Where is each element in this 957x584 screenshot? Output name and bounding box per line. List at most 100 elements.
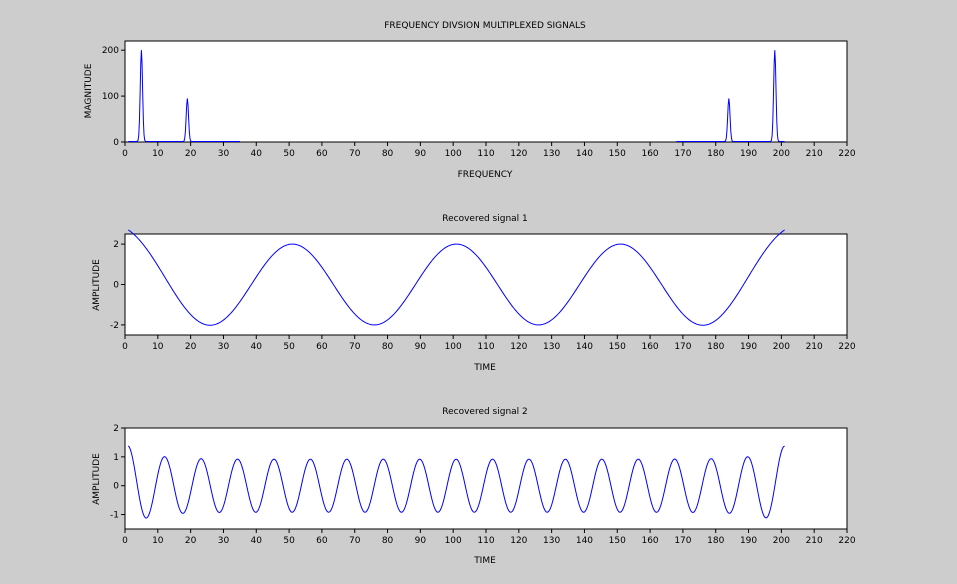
subplot-3-ticks: 0 10 20 30 40 50 60 70 80 90 100 110 120 130 140 150 160…: [110, 424, 856, 546]
subplot-3-xtick-label-10: 10: [152, 536, 164, 546]
subplot-2-plot-area: [124, 233, 848, 336]
subplot-2-xtick-label-10: 10: [152, 342, 164, 352]
subplot-1-xtick-label-60: 60: [316, 149, 328, 159]
subplot-3-xtick-label-150: 150: [609, 536, 626, 546]
subplot-1-xtick-label-140: 140: [576, 149, 593, 159]
subplot-3-xtick-label-200: 200: [773, 536, 790, 546]
subplot-1-xtick-label-110: 110: [477, 149, 494, 159]
subplot-3-series-line: [127, 445, 785, 519]
subplot-2-xtick-label-60: 60: [316, 342, 328, 352]
subplot-3-xtick-label-30: 30: [218, 536, 230, 546]
subplot-1-xtick-label-100: 100: [445, 149, 462, 159]
subplot-1-xtick-label-30: 30: [218, 149, 230, 159]
subplot-3-xtick-label-90: 90: [415, 536, 427, 546]
subplot-3-xtick-label-20: 20: [185, 536, 197, 546]
subplot-3-xtick-label-40: 40: [251, 536, 263, 546]
subplot-2-ticks: 0 10 20 30 40 50 60 70 80 90 100 110 120 130 140 150 160…: [110, 240, 856, 352]
subplot-1-xtick-label-20: 20: [185, 149, 197, 159]
subplot-1-ticks: 0 10 20 30 40 50 60 70 80 90 100 110 120 130 140 150 160…: [102, 46, 856, 159]
subplot-3-xtick-label-210: 210: [806, 536, 823, 546]
subplot-2-xtick-label-70: 70: [349, 342, 361, 352]
subplot-1-xtick-label-210: 210: [806, 149, 823, 159]
subplot-1-xlabel: FREQUENCY: [458, 170, 513, 180]
subplot-1-xtick-label-70: 70: [349, 149, 361, 159]
subplot-2-xtick-label-170: 170: [674, 342, 691, 352]
subplot-3-xtick-label-190: 190: [740, 536, 757, 546]
subplot-1-xtick-label-180: 180: [707, 149, 724, 159]
subplot-2-xtick-label-210: 210: [806, 342, 823, 352]
subplot-2-xtick-label-50: 50: [283, 342, 295, 352]
subplot-2-xtick-label-20: 20: [185, 342, 197, 352]
subplot-2-xtick-label-140: 140: [576, 342, 593, 352]
subplot-2-xtick-label-110: 110: [477, 342, 494, 352]
subplot-1-xtick-label-130: 130: [543, 149, 560, 159]
subplot-3-xtick-label-160: 160: [641, 536, 658, 546]
subplot-2-ytick-label--2: -2: [110, 321, 119, 331]
subplot-1-title: FREQUENCY DIVSION MULTIPLEXED SIGNALS: [384, 21, 586, 31]
subplot-2-xtick-label-180: 180: [707, 342, 724, 352]
subplot-3-plot-area: [124, 427, 848, 530]
subplot-3-ytick-label-0: 0: [113, 482, 119, 492]
subplot-1-xtick-label-120: 120: [510, 149, 527, 159]
subplot-1-xtick-label-150: 150: [609, 149, 626, 159]
subplot-2-xtick-label-220: 220: [838, 342, 855, 352]
subplot-3-xtick-label-60: 60: [316, 536, 328, 546]
subplot-1-xtick-label-170: 170: [674, 149, 691, 159]
subplot-3-ylabel: AMPLITUDE: [92, 453, 102, 505]
subplot-2-xtick-label-0: 0: [122, 342, 128, 352]
subplot-1-xtick-label-0: 0: [122, 149, 128, 159]
subplot-1-xtick-label-40: 40: [251, 149, 263, 159]
subplot-2-xtick-label-150: 150: [609, 342, 626, 352]
subplot-3-title: Recovered signal 2: [442, 407, 528, 417]
subplot-2-xlabel: TIME: [473, 363, 496, 373]
subplot-2-title: Recovered signal 1: [442, 214, 528, 224]
subplot-3-xtick-label-110: 110: [477, 536, 494, 546]
subplot-3-xtick-label-100: 100: [445, 536, 462, 546]
subplot-1-ytick-label-200: 200: [102, 46, 119, 56]
subplot-2-xtick-label-80: 80: [382, 342, 394, 352]
subplot-2-ylabel: AMPLITUDE: [92, 259, 102, 311]
subplot-1-ytick-label-100: 100: [102, 92, 119, 102]
subplot-1-xtick-label-190: 190: [740, 149, 757, 159]
subplot-1-xtick-label-160: 160: [641, 149, 658, 159]
subplot-2-xtick-label-100: 100: [445, 342, 462, 352]
subplot-3-xtick-label-180: 180: [707, 536, 724, 546]
subplot-3-xtick-label-50: 50: [283, 536, 295, 546]
subplot-3-xtick-label-80: 80: [382, 536, 394, 546]
subplot-2-xtick-label-190: 190: [740, 342, 757, 352]
subplot-3-xtick-label-130: 130: [543, 536, 560, 546]
subplot-1-xtick-label-50: 50: [283, 149, 295, 159]
subplot-2-xtick-label-30: 30: [218, 342, 230, 352]
subplot-2-xtick-label-130: 130: [543, 342, 560, 352]
subplot-3-xtick-label-170: 170: [674, 536, 691, 546]
subplot-1-ylabel: MAGNITUDE: [84, 63, 94, 118]
subplot-1-series-line: [128, 50, 785, 143]
subplot-3-xtick-label-220: 220: [838, 536, 855, 546]
subplot-3-xtick-label-0: 0: [122, 536, 128, 546]
subplot-3-ytick-label--1: -1: [110, 511, 119, 521]
subplot-1-xtick-label-10: 10: [152, 149, 164, 159]
subplot-1-plot-area: [124, 40, 848, 143]
subplot-2: Recovered signal 1 0 10 20 30 40 50 60 70 80 90 10…: [92, 214, 856, 373]
subplot-1-xtick-label-200: 200: [773, 149, 790, 159]
subplot-3-xtick-label-70: 70: [349, 536, 361, 546]
subplot-2-ytick-label-0: 0: [113, 281, 119, 291]
subplot-1-ytick-label-0: 0: [113, 138, 119, 148]
subplot-2-xtick-label-120: 120: [510, 342, 527, 352]
subplot-3-xtick-label-140: 140: [576, 536, 593, 546]
subplot-2-xtick-label-200: 200: [773, 342, 790, 352]
subplot-2-series-line: [128, 229, 785, 326]
subplot-2-xtick-label-90: 90: [415, 342, 427, 352]
subplot-2-xtick-label-40: 40: [251, 342, 263, 352]
subplot-3-xtick-label-120: 120: [510, 536, 527, 546]
subplot-1-xtick-label-90: 90: [415, 149, 427, 159]
subplot-3-xlabel: TIME: [473, 556, 496, 566]
subplot-3-ytick-label-2: 2: [113, 424, 119, 434]
subplot-1-xtick-label-80: 80: [382, 149, 394, 159]
subplot-1-xtick-label-220: 220: [838, 149, 855, 159]
subplot-2-ytick-label-2: 2: [113, 240, 119, 250]
subplot-2-xtick-label-160: 160: [641, 342, 658, 352]
subplot-3: Recovered signal 2 0 10 20 30 40 50 60 70 80 90 10…: [92, 407, 856, 566]
subplot-1: FREQUENCY DIVSION MULTIPLEXED SIGNALS 0 1…: [84, 21, 856, 180]
